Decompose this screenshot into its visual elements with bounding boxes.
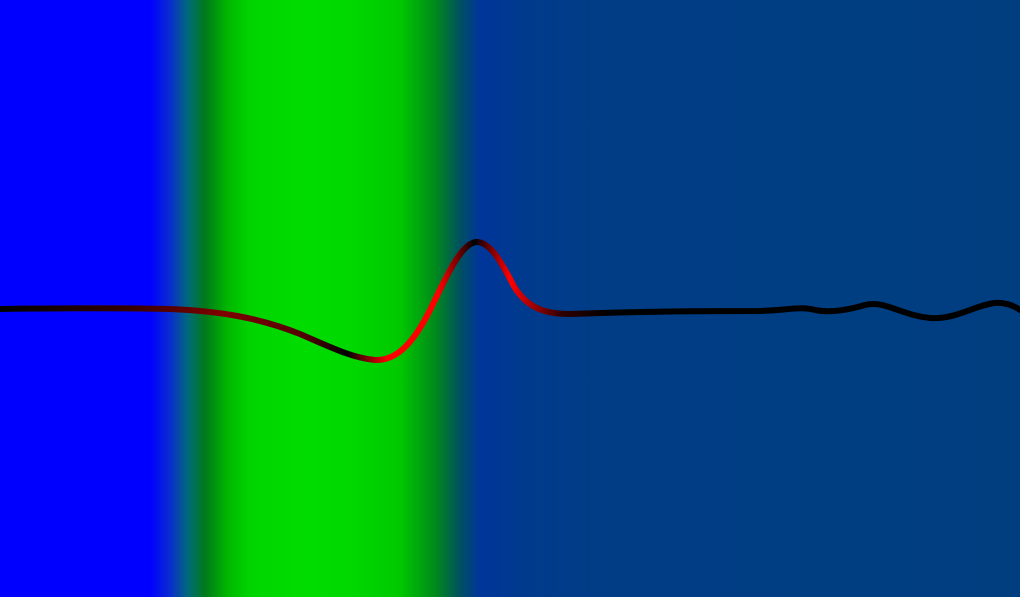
wave-curve [0,239,1020,364]
